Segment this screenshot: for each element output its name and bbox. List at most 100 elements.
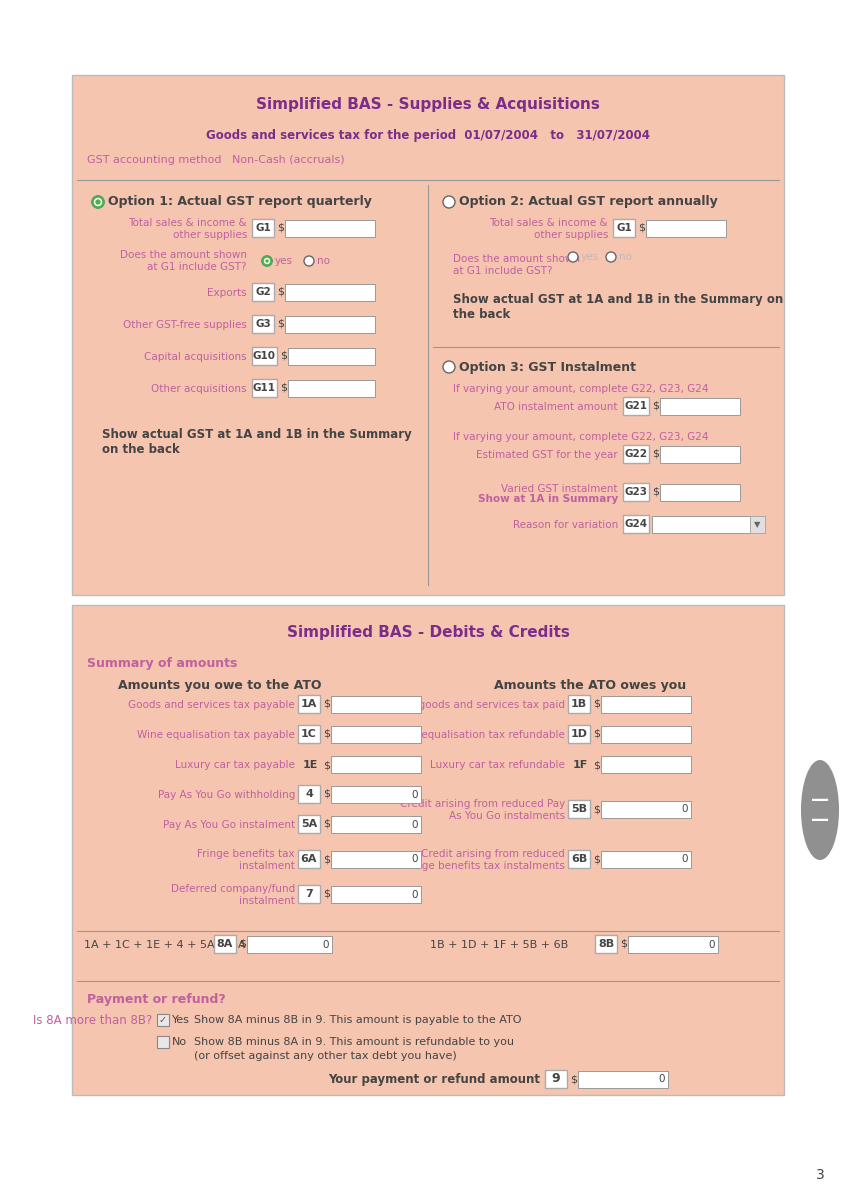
Text: Other acquisitions: Other acquisitions: [152, 384, 247, 394]
Circle shape: [304, 256, 314, 266]
Bar: [646, 220, 726, 236]
Bar: [331, 816, 421, 833]
Text: Credit for goods and services tax paid: Credit for goods and services tax paid: [366, 700, 565, 710]
Bar: [628, 936, 718, 953]
Bar: [247, 936, 332, 953]
Circle shape: [443, 196, 455, 208]
Text: 0: 0: [709, 940, 715, 949]
Text: Credit arising from reduced Pay
As You Go instalments: Credit arising from reduced Pay As You G…: [400, 799, 565, 821]
Circle shape: [262, 256, 272, 266]
Text: Wine equalisation tax refundable: Wine equalisation tax refundable: [392, 730, 565, 740]
Bar: [252, 218, 274, 236]
Text: Option 1: Actual GST report quarterly: Option 1: Actual GST report quarterly: [108, 196, 372, 209]
Bar: [601, 696, 691, 713]
Text: (or offset against any other tax debt you have): (or offset against any other tax debt yo…: [194, 1051, 457, 1061]
Text: 0: 0: [412, 889, 418, 900]
Bar: [298, 886, 320, 902]
Text: 1B + 1D + 1F + 5B + 6B: 1B + 1D + 1F + 5B + 6B: [430, 940, 568, 950]
Text: $: $: [593, 854, 600, 864]
Text: G24: G24: [624, 518, 647, 529]
Text: $: $: [323, 790, 330, 799]
Bar: [252, 347, 277, 365]
Bar: [568, 800, 590, 818]
Circle shape: [568, 252, 578, 262]
Bar: [601, 802, 691, 818]
Text: $: $: [323, 854, 330, 864]
Text: No: No: [172, 1037, 187, 1046]
Bar: [568, 725, 590, 743]
Text: 1E: 1E: [303, 760, 318, 770]
Text: $: $: [323, 728, 330, 739]
Bar: [331, 726, 421, 743]
Text: Option 2: Actual GST report annually: Option 2: Actual GST report annually: [459, 196, 717, 209]
Text: Your payment or refund amount: Your payment or refund amount: [328, 1074, 540, 1086]
Text: Simplified BAS - Debits & Credits: Simplified BAS - Debits & Credits: [287, 625, 569, 641]
Text: G21: G21: [625, 401, 647, 410]
Text: Other GST-free supplies: Other GST-free supplies: [123, 320, 247, 330]
Bar: [568, 850, 590, 868]
Text: no: no: [317, 256, 330, 266]
Text: Show at 1A in Summary: Show at 1A in Summary: [478, 494, 618, 504]
Text: 0: 0: [412, 790, 418, 799]
Bar: [298, 815, 320, 833]
Circle shape: [94, 198, 102, 205]
Text: 4: 4: [305, 790, 313, 799]
Text: $: $: [277, 223, 284, 233]
Text: G11: G11: [253, 383, 276, 392]
Text: 7: 7: [305, 889, 313, 899]
Bar: [623, 397, 649, 415]
Text: Exports: Exports: [207, 288, 247, 298]
Text: G23: G23: [625, 487, 647, 497]
Text: Show 8A minus 8B in 9. This amount is payable to the ATO: Show 8A minus 8B in 9. This amount is pa…: [194, 1015, 521, 1025]
Bar: [578, 1070, 668, 1088]
Text: $: $: [277, 287, 284, 296]
Text: Deferred company/fund
instalment: Deferred company/fund instalment: [170, 884, 295, 906]
Text: 0: 0: [412, 854, 418, 864]
Text: $: $: [323, 889, 330, 899]
Text: 0: 0: [412, 820, 418, 829]
Text: 5A: 5A: [300, 818, 317, 829]
Bar: [652, 516, 752, 533]
Text: Varied GST instalment: Varied GST instalment: [502, 484, 618, 494]
Bar: [252, 379, 277, 397]
Text: 0: 0: [681, 854, 688, 864]
Bar: [595, 935, 617, 953]
Text: Yes: Yes: [172, 1015, 190, 1025]
Bar: [623, 515, 649, 533]
Circle shape: [96, 200, 100, 204]
Text: $: $: [323, 760, 330, 770]
Text: yes: yes: [581, 252, 599, 262]
Bar: [601, 756, 691, 773]
Bar: [72, 605, 784, 1094]
Bar: [298, 785, 320, 803]
Bar: [331, 886, 421, 902]
Text: $: $: [323, 818, 330, 829]
Text: 1A + 1C + 1E + 4 + 5A + 6A + 7: 1A + 1C + 1E + 4 + 5A + 6A + 7: [84, 940, 269, 950]
Bar: [214, 935, 236, 953]
Text: 8B: 8B: [598, 938, 614, 949]
Bar: [660, 446, 740, 463]
Circle shape: [262, 256, 272, 266]
Text: GST accounting method   Non-Cash (accruals): GST accounting method Non-Cash (accruals…: [87, 155, 345, 164]
Ellipse shape: [801, 760, 839, 860]
Text: 3: 3: [816, 1168, 824, 1182]
Text: $: $: [593, 804, 600, 814]
Text: —: —: [811, 811, 829, 829]
Text: G3: G3: [255, 319, 270, 329]
Bar: [568, 695, 590, 713]
Text: Show actual GST at 1A and 1B in the Summary on
the back: Show actual GST at 1A and 1B in the Summ…: [453, 293, 783, 320]
Bar: [252, 314, 274, 332]
Bar: [601, 851, 691, 868]
Bar: [331, 756, 421, 773]
Text: If varying your amount, complete G22, G23, G24: If varying your amount, complete G22, G2…: [453, 384, 709, 394]
Bar: [285, 316, 375, 332]
Bar: [545, 1070, 567, 1088]
Text: G22: G22: [625, 449, 647, 458]
Text: yes: yes: [275, 256, 293, 266]
Circle shape: [443, 361, 455, 373]
Bar: [623, 445, 649, 463]
Text: no: no: [619, 252, 632, 262]
Text: Goods and services tax payable: Goods and services tax payable: [128, 700, 295, 710]
Bar: [750, 516, 765, 533]
Text: ATO instalment amount: ATO instalment amount: [495, 402, 618, 412]
